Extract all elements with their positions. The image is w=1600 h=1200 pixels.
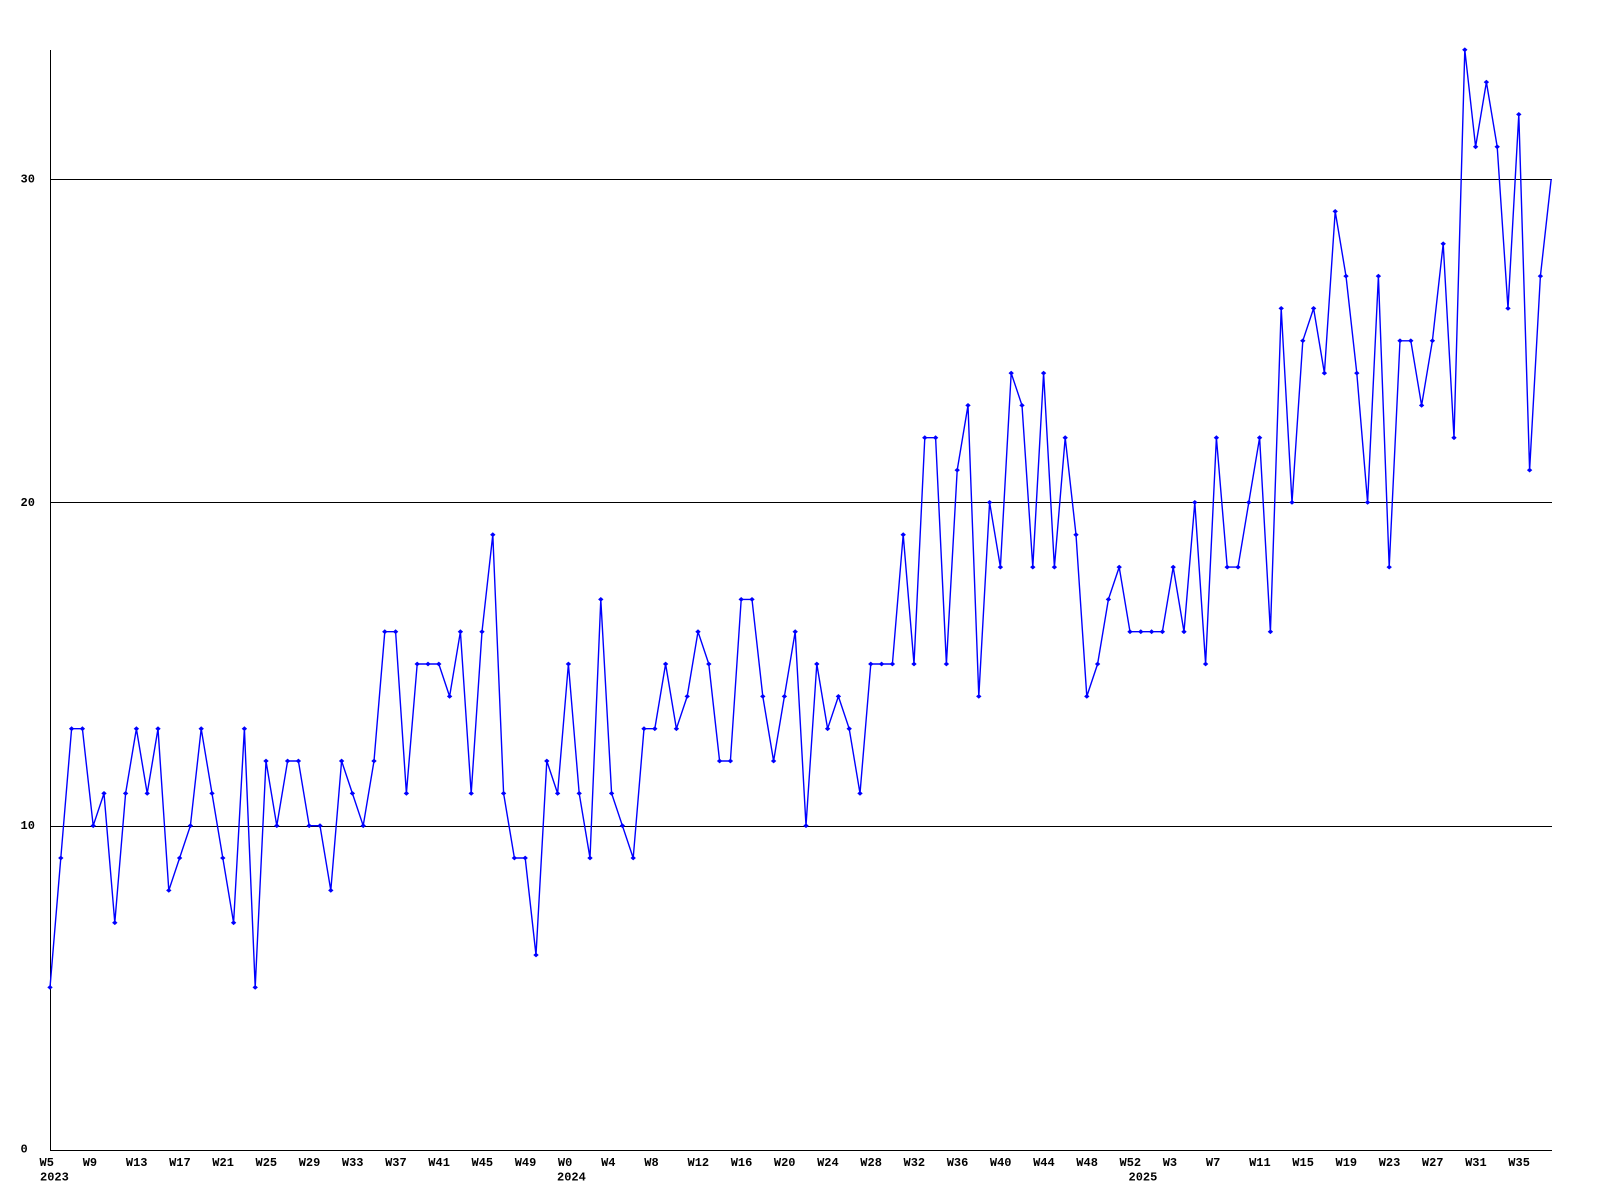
svg-text:W5: W5 — [40, 1156, 54, 1170]
svg-text:20: 20 — [21, 496, 35, 510]
svg-text:W16: W16 — [731, 1156, 753, 1170]
svg-text:W35: W35 — [1508, 1156, 1530, 1170]
svg-text:2025: 2025 — [1129, 1171, 1158, 1185]
svg-text:W32: W32 — [904, 1156, 926, 1170]
svg-text:W40: W40 — [990, 1156, 1012, 1170]
svg-text:W0: W0 — [558, 1156, 572, 1170]
svg-text:W41: W41 — [428, 1156, 450, 1170]
svg-text:W49: W49 — [515, 1156, 537, 1170]
svg-text:W19: W19 — [1336, 1156, 1358, 1170]
svg-text:W17: W17 — [169, 1156, 191, 1170]
svg-text:W13: W13 — [126, 1156, 148, 1170]
svg-text:W3: W3 — [1163, 1156, 1177, 1170]
svg-text:W25: W25 — [256, 1156, 278, 1170]
svg-text:W21: W21 — [212, 1156, 234, 1170]
svg-text:W52: W52 — [1120, 1156, 1142, 1170]
svg-text:W11: W11 — [1249, 1156, 1271, 1170]
svg-text:W15: W15 — [1292, 1156, 1314, 1170]
svg-text:W44: W44 — [1033, 1156, 1055, 1170]
svg-text:W23: W23 — [1379, 1156, 1401, 1170]
svg-text:W20: W20 — [774, 1156, 796, 1170]
svg-text:W9: W9 — [83, 1156, 97, 1170]
svg-text:W27: W27 — [1422, 1156, 1444, 1170]
svg-text:30: 30 — [21, 173, 35, 187]
svg-text:W4: W4 — [601, 1156, 615, 1170]
svg-text:W45: W45 — [472, 1156, 494, 1170]
svg-text:W24: W24 — [817, 1156, 839, 1170]
svg-text:W12: W12 — [688, 1156, 710, 1170]
svg-text:W37: W37 — [385, 1156, 407, 1170]
svg-text:W8: W8 — [644, 1156, 658, 1170]
svg-text:W33: W33 — [342, 1156, 364, 1170]
svg-text:0: 0 — [21, 1143, 28, 1157]
svg-text:W36: W36 — [947, 1156, 969, 1170]
svg-text:10: 10 — [21, 819, 35, 833]
svg-text:2023: 2023 — [40, 1171, 69, 1185]
svg-text:W7: W7 — [1206, 1156, 1220, 1170]
svg-text:W31: W31 — [1465, 1156, 1487, 1170]
svg-text:W28: W28 — [860, 1156, 882, 1170]
svg-text:W48: W48 — [1076, 1156, 1098, 1170]
svg-text:2024: 2024 — [557, 1171, 586, 1185]
svg-text:W29: W29 — [299, 1156, 321, 1170]
